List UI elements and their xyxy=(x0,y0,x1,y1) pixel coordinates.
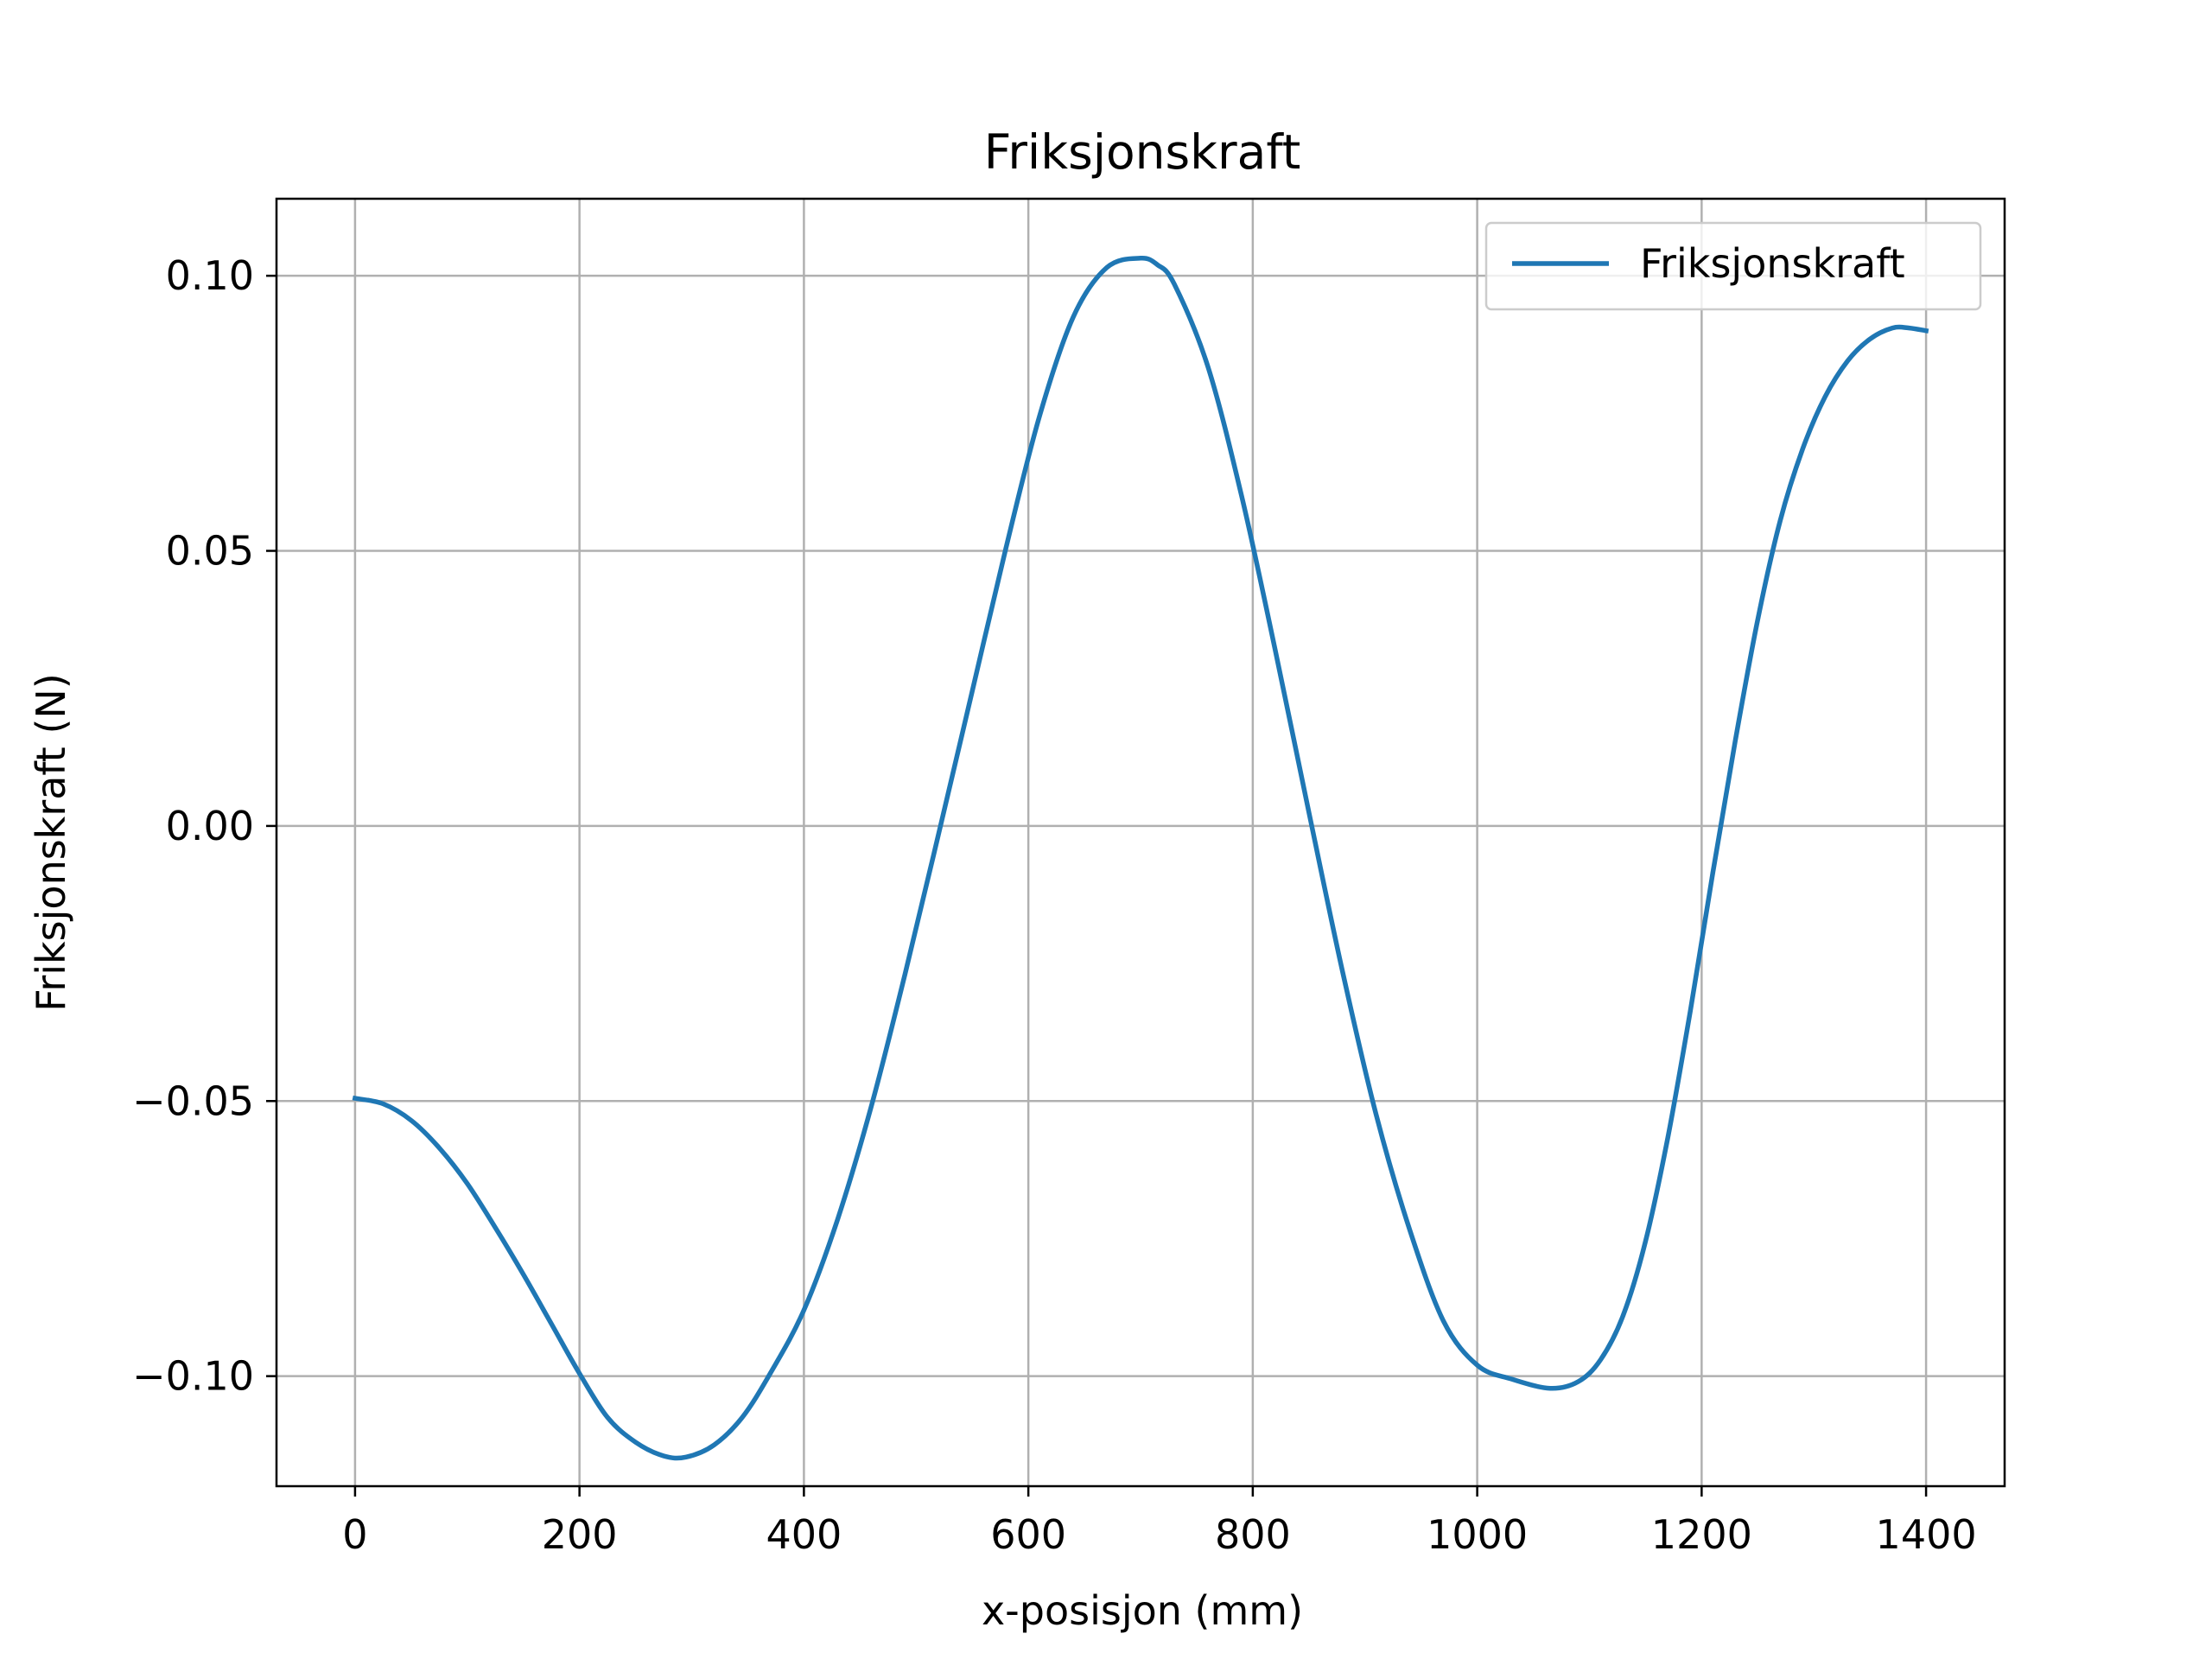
legend: Friksjonskraft xyxy=(1484,221,1982,311)
x-tick-label: 1200 xyxy=(1651,1511,1752,1558)
x-tick-label: 0 xyxy=(342,1511,367,1558)
y-tick-label: −0.05 xyxy=(132,1077,254,1124)
y-tick-label: −0.10 xyxy=(132,1353,254,1400)
y-tick-label: 0.05 xyxy=(166,528,254,575)
plot-area: 0 200 400 600 800 1000 1200 1400 −0.10 −0.05 0.00… xyxy=(132,197,2006,1558)
y-tick-label: 0.10 xyxy=(166,252,254,299)
chart-title: Friksjonskraft xyxy=(984,124,1301,180)
x-tick-label: 1000 xyxy=(1427,1511,1528,1558)
series-line-friksjonskraft xyxy=(352,255,1929,1461)
x-tick-label: 400 xyxy=(766,1511,842,1558)
y-axis-ticks: −0.10 −0.05 0.00 0.05 0.10 xyxy=(132,252,276,1400)
x-axis-label: x-posisjon (mm) xyxy=(982,1587,1303,1634)
x-tick-label: 600 xyxy=(990,1511,1066,1558)
legend-box xyxy=(1484,221,1982,311)
x-tick-label: 1400 xyxy=(1876,1511,1977,1558)
x-axis-ticks: 0 200 400 600 800 1000 1200 1400 xyxy=(342,1486,1977,1558)
grid-lines xyxy=(276,199,2005,1486)
x-tick-label: 800 xyxy=(1215,1511,1291,1558)
y-axis-label: Friksjonskraft (N) xyxy=(28,673,74,1012)
axes-frame xyxy=(275,197,2006,1488)
legend-label-friksjonskraft: Friksjonskraft xyxy=(1640,240,1905,287)
y-tick-label: 0.00 xyxy=(166,803,254,849)
x-tick-label: 200 xyxy=(542,1511,618,1558)
